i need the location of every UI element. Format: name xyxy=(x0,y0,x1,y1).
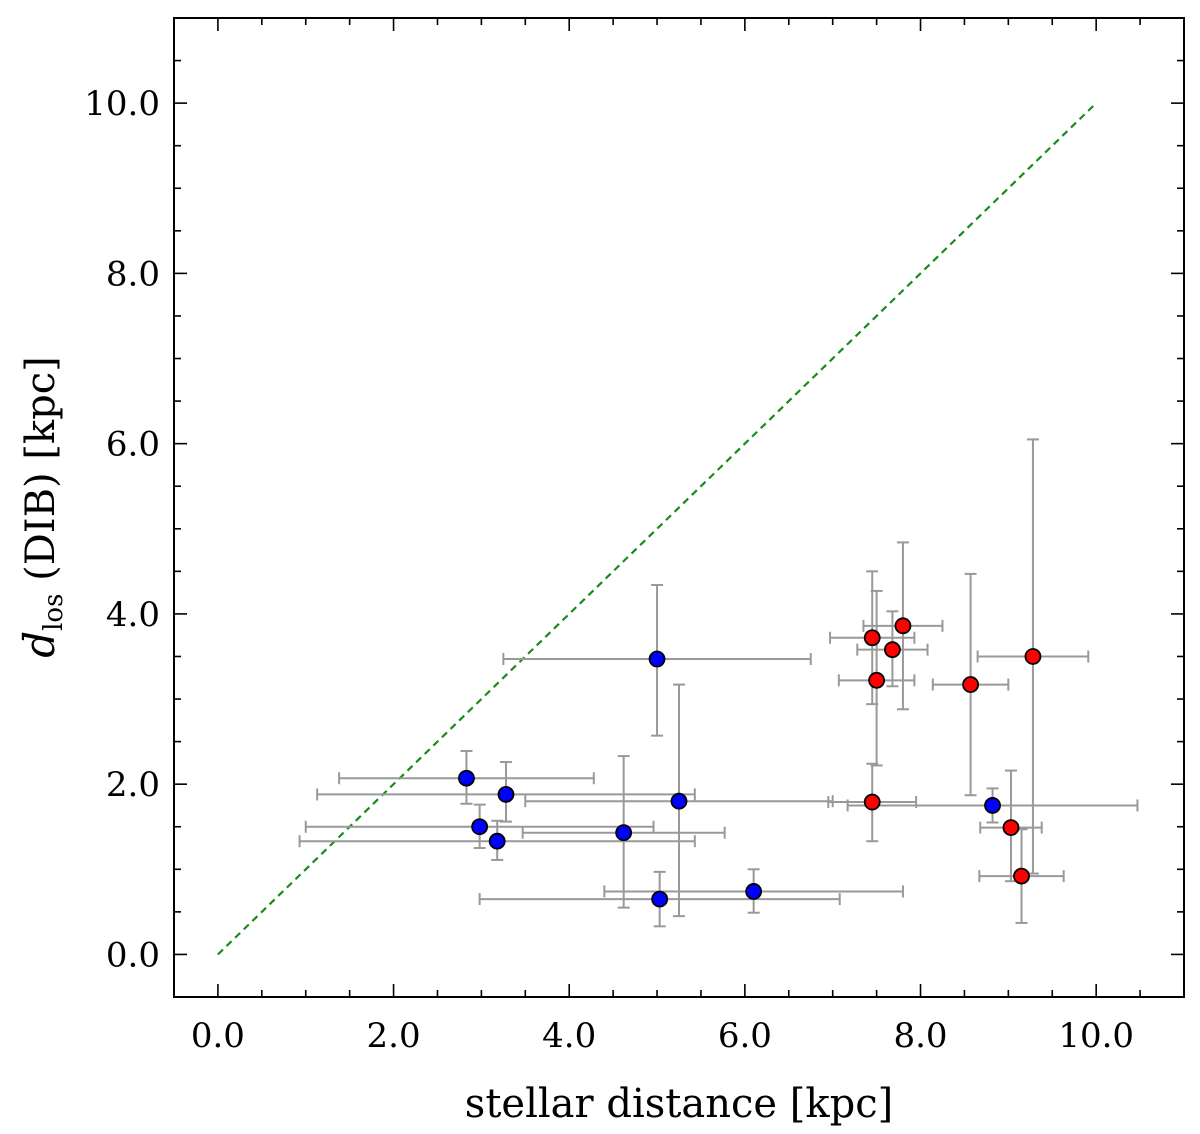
red-data-point xyxy=(1024,648,1042,665)
blue-data-point xyxy=(497,785,515,803)
blue-data-point xyxy=(615,824,633,842)
data-points xyxy=(458,617,1042,908)
y-tick-label: 2.0 xyxy=(106,765,160,805)
blue-data-point xyxy=(488,832,506,850)
blue-data-point xyxy=(458,769,475,787)
blue-data-point xyxy=(648,650,666,668)
blue-data-point xyxy=(471,818,489,836)
red-data-point xyxy=(962,676,979,693)
red-data-point xyxy=(1002,819,1020,836)
y-tick-label: 6.0 xyxy=(106,425,160,465)
blue-data-point xyxy=(670,792,688,810)
x-tick-label: 10.0 xyxy=(1058,1016,1134,1056)
blue-data-point xyxy=(745,883,763,900)
x-tick-label: 4.0 xyxy=(542,1016,596,1056)
red-data-point xyxy=(884,641,901,659)
y-tick-label: 4.0 xyxy=(106,595,160,635)
x-tick-label: 2.0 xyxy=(367,1016,421,1056)
red-data-point xyxy=(894,617,912,635)
y-axis-label-rest: (DIB) [kpc] xyxy=(18,356,64,593)
y-tick-label: 0.0 xyxy=(106,935,160,975)
red-data-point xyxy=(863,629,881,647)
y-axis-label-subscript: los xyxy=(39,594,69,631)
red-data-point xyxy=(863,793,881,811)
x-tick-label: 8.0 xyxy=(893,1016,947,1056)
x-tick-label: 6.0 xyxy=(718,1016,772,1056)
x-tick-label: 0.0 xyxy=(191,1016,245,1056)
y-tick-label: 10.0 xyxy=(84,84,160,124)
tick-labels: 0.0 2.0 4.0 6.0 8.0 10.0 0.0 2.0 4.0 6.0 8.0 10.0 xyxy=(84,84,1134,1056)
x-axis-label: stellar distance [kpc] xyxy=(465,1081,893,1127)
axis-ticks xyxy=(174,18,1184,997)
red-data-point xyxy=(1013,867,1030,885)
red-data-point xyxy=(868,671,886,689)
y-axis-label: dlos (DIB) [kpc] xyxy=(15,356,69,658)
y-axis-label-d: d xyxy=(15,631,64,658)
plot-frame xyxy=(173,17,1185,998)
blue-data-point xyxy=(984,797,1001,814)
y-tick-label: 8.0 xyxy=(106,254,160,294)
blue-data-point xyxy=(651,890,669,908)
